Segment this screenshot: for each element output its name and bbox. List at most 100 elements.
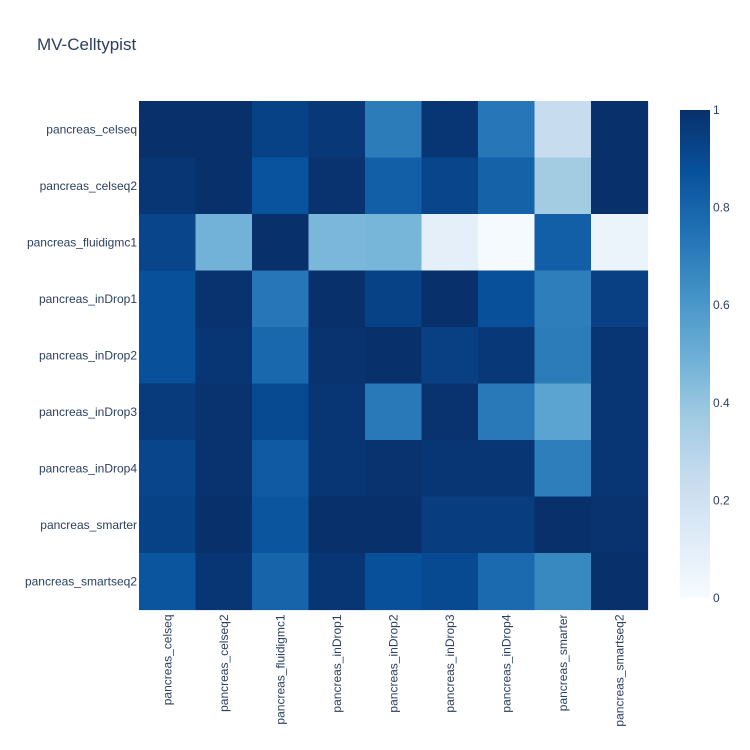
- heatmap-cell: [252, 440, 310, 498]
- colorbar-gradient: [680, 110, 710, 598]
- heatmap-cell: [139, 553, 197, 611]
- heatmap-cell: [308, 496, 366, 554]
- x-tick-label: pancreas_inDrop1: [330, 614, 344, 712]
- y-tick-label: pancreas_fluidigmc1: [27, 235, 137, 249]
- heatmap-cell: [478, 496, 536, 554]
- heatmap-cell: [478, 157, 536, 215]
- heatmap-cell: [591, 553, 649, 611]
- heatmap-cell: [534, 101, 592, 159]
- heatmap-cell: [478, 214, 536, 272]
- heatmap-cell: [195, 327, 253, 385]
- heatmap-cell: [195, 553, 253, 611]
- colorbar: 0 0.2 0.4 0.6 0.8 1: [680, 103, 730, 605]
- heatmap-cell: [534, 496, 592, 554]
- x-tick-label: pancreas_smarter: [556, 615, 570, 712]
- heatmap-cell: [534, 553, 592, 611]
- x-tick-label: pancreas_inDrop4: [499, 614, 513, 712]
- x-tick-label: pancreas_celseq: [160, 615, 174, 706]
- heatmap-cell: [478, 553, 536, 611]
- x-tick-label: pancreas_fluidigmc1: [273, 614, 287, 724]
- heatmap-cell: [308, 553, 366, 611]
- heatmap-cell: [421, 440, 479, 498]
- heatmap-cell: [252, 383, 310, 441]
- heatmap-cell: [534, 157, 592, 215]
- heatmap-cell: [252, 157, 310, 215]
- heatmap-cell: [591, 327, 649, 385]
- heatmap-cell: [591, 157, 649, 215]
- heatmap-cell: [365, 327, 423, 385]
- heatmap-cell: [365, 270, 423, 328]
- heatmap-cell: [195, 496, 253, 554]
- heatmap-cell: [534, 440, 592, 498]
- heatmap-cell: [308, 440, 366, 498]
- heatmap-cell: [308, 383, 366, 441]
- chart-title: MV-Celltypist: [37, 35, 136, 54]
- x-tick-label: pancreas_inDrop3: [443, 614, 457, 712]
- heatmap-cell: [139, 383, 197, 441]
- heatmap-cell: [534, 383, 592, 441]
- heatmap-cell: [478, 327, 536, 385]
- heatmap-cell: [478, 440, 536, 498]
- heatmap-cell: [139, 496, 197, 554]
- heatmap-cell: [252, 270, 310, 328]
- heatmap-cell: [421, 157, 479, 215]
- heatmap-cell: [139, 101, 197, 159]
- heatmap-cell: [478, 383, 536, 441]
- heatmap-cell: [591, 496, 649, 554]
- heatmap-cell: [139, 157, 197, 215]
- heatmap-cell: [421, 214, 479, 272]
- colorbar-tick-label: 0: [713, 591, 720, 605]
- heatmap-cell: [195, 157, 253, 215]
- y-tick-label: pancreas_celseq: [46, 122, 137, 136]
- heatmap-cell: [421, 270, 479, 328]
- heatmap-cell: [195, 101, 253, 159]
- heatmap-cell: [139, 270, 197, 328]
- heatmap-cell: [365, 383, 423, 441]
- y-tick-label: pancreas_inDrop1: [39, 292, 137, 306]
- colorbar-tick-label: 1: [713, 103, 720, 117]
- heatmap-cell: [139, 440, 197, 498]
- heatmap-cell: [421, 101, 479, 159]
- heatmap-cell: [478, 270, 536, 328]
- heatmap-cell: [308, 157, 366, 215]
- heatmap-cell: [139, 327, 197, 385]
- heatmap-cell: [365, 496, 423, 554]
- y-tick-label: pancreas_smartseq2: [25, 574, 137, 588]
- heatmap-cell: [421, 553, 479, 611]
- heatmap-cell: [421, 496, 479, 554]
- heatmap-cell: [478, 101, 536, 159]
- heatmap-cell: [195, 383, 253, 441]
- heatmap-cell: [591, 101, 649, 159]
- heatmap-cell: [195, 214, 253, 272]
- heatmap-cell: [365, 214, 423, 272]
- y-tick-label: pancreas_inDrop4: [39, 461, 137, 475]
- y-tick-label: pancreas_inDrop2: [39, 348, 137, 362]
- heatmap-cell: [252, 214, 310, 272]
- heatmap-cell: [365, 553, 423, 611]
- x-tick-label: pancreas_inDrop2: [386, 614, 400, 712]
- heatmap-cell: [591, 440, 649, 498]
- heatmap-cell: [421, 327, 479, 385]
- heatmap-cell: [365, 157, 423, 215]
- y-axis-tick-labels: pancreas_celseq pancreas_celseq2 pancreas_…: [25, 122, 137, 588]
- heatmap-cell: [308, 214, 366, 272]
- heatmap-cell: [591, 214, 649, 272]
- heatmap-cell: [534, 270, 592, 328]
- heatmap-cell: [591, 270, 649, 328]
- heatmap-cell: [534, 327, 592, 385]
- heatmap-cell: [252, 553, 310, 611]
- heatmap-cell: [139, 214, 197, 272]
- heatmap-cell: [308, 101, 366, 159]
- x-tick-label: pancreas_smartseq2: [612, 614, 626, 726]
- heatmap-cell: [308, 270, 366, 328]
- heatmap-cell: [252, 496, 310, 554]
- y-tick-label: pancreas_smarter: [40, 518, 137, 532]
- heatmap-cell: [252, 327, 310, 385]
- colorbar-tick-label: 0.8: [713, 201, 730, 215]
- heatmap-cell: [252, 101, 310, 159]
- heatmap-cell: [591, 383, 649, 441]
- heatmap-cell: [195, 440, 253, 498]
- x-axis-tick-labels: pancreas_celseq pancreas_celseq2 pancreas_…: [160, 614, 626, 726]
